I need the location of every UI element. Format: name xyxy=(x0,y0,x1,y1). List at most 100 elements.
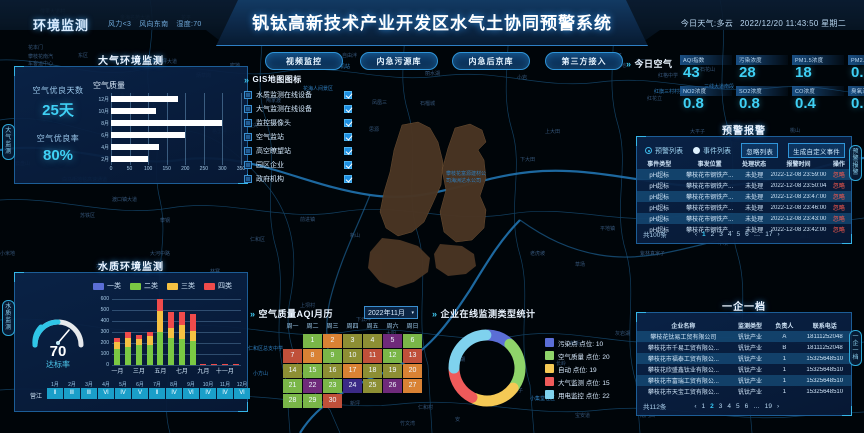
table-row[interactable]: pH超标 攀枝花市钢铁产... 未处理 2022-12-08 23:46:00 忽略 xyxy=(637,202,851,213)
calendar-day-cell[interactable]: 8 xyxy=(303,349,322,363)
page-number[interactable]: 4 xyxy=(727,230,732,238)
table-row[interactable]: pH超标 攀枝花市钢铁产... 未处理 2022-12-08 23:47:00 忽略 xyxy=(637,191,851,202)
grade-cell[interactable]: Ⅲ xyxy=(81,388,97,399)
calendar-day-cell[interactable]: 29 xyxy=(303,394,322,408)
checkbox-icon[interactable] xyxy=(344,161,352,169)
alarm-table[interactable]: 事件类型 事发位置 处理状态 报警时间 操作 pH超标 攀枝花市钢铁产... 未处理 2022-… xyxy=(637,157,851,235)
page-number[interactable]: 1 xyxy=(701,402,706,410)
calendar-day-cell[interactable]: 22 xyxy=(303,379,322,393)
create-custom-event-button[interactable]: 生成自定义事件 xyxy=(788,143,845,158)
table-row[interactable]: 攀枝花市天宝工贸有限公... 钒钛产业 1 15325648510 xyxy=(637,386,851,397)
calendar-day-cell[interactable]: 2 xyxy=(323,334,342,348)
grade-cell[interactable]: Ⅱ xyxy=(149,388,165,399)
ignore-action-link[interactable]: 忽略 xyxy=(832,184,845,190)
donut-legend-item[interactable]: 自动 点位: 19 xyxy=(545,362,610,375)
donut-slice[interactable] xyxy=(448,364,478,403)
grade-cell[interactable]: Ⅳ xyxy=(166,388,182,399)
gis-legend-item-5[interactable]: 园区企业 xyxy=(244,158,352,172)
nav-third-party[interactable]: 第三方接入 xyxy=(545,52,623,70)
calendar-day-cell[interactable]: 30 xyxy=(323,394,342,408)
calendar-day-cell[interactable]: 28 xyxy=(283,394,302,408)
page-number[interactable]: 4 xyxy=(727,402,732,410)
calendar-day-cell[interactable]: 17 xyxy=(343,364,362,378)
gis-legend-item-0[interactable]: 水质监测在线设备 xyxy=(244,88,352,102)
page-number[interactable]: 1 xyxy=(702,230,706,238)
nav-video-monitor[interactable]: 视频监控 xyxy=(265,52,343,70)
calendar-day-cell[interactable]: 5 xyxy=(383,334,402,348)
grade-cell[interactable]: Ⅵ xyxy=(234,388,250,399)
ignore-list-button[interactable]: 忽略列表 xyxy=(741,143,779,158)
calendar-day-cell[interactable]: 23 xyxy=(323,379,342,393)
donut-slice[interactable] xyxy=(448,329,492,374)
table-row[interactable]: 攀枝花欣盛鑫钛业有限公... 钒钛产业 1 15325648510 xyxy=(637,364,851,375)
checkbox-icon[interactable] xyxy=(344,91,352,99)
table-row[interactable]: 攀枝花市富瑞工贸有限公... 钒钛产业 1 15325648510 xyxy=(637,375,851,386)
alarm-pagination[interactable]: 共100条 ‹ 1 2 3 4 5 6 … 17 › xyxy=(643,229,847,240)
gis-legend-item-2[interactable]: 监控摄像头 xyxy=(244,116,352,130)
checkbox-icon[interactable] xyxy=(344,119,352,127)
alarm-tab-event-list[interactable]: 事件列表 xyxy=(693,146,731,156)
ignore-action-link[interactable]: 忽略 xyxy=(832,195,845,201)
page-number[interactable]: 2 xyxy=(710,230,715,238)
nav-emergency-store[interactable]: 内急后京库 xyxy=(452,52,530,70)
page-number[interactable]: … xyxy=(753,402,760,410)
calendar-day-cell[interactable]: 9 xyxy=(323,349,342,363)
calendar-day-cell[interactable]: 16 xyxy=(323,364,342,378)
page-number[interactable]: … xyxy=(753,230,761,238)
ignore-action-link[interactable]: 忽略 xyxy=(832,173,845,179)
page-number[interactable]: 3 xyxy=(719,230,723,238)
archive-pagination[interactable]: 共112条 ‹ 1 2 3 4 5 6 … 19 › xyxy=(643,401,847,412)
prev-page-button[interactable]: ‹ xyxy=(694,402,697,410)
checkbox-icon[interactable] xyxy=(344,105,352,113)
calendar-month-select[interactable]: 2022年11月 ▾ xyxy=(364,306,418,319)
calendar-day-cell[interactable]: 18 xyxy=(363,364,382,378)
calendar-day-cell[interactable]: 11 xyxy=(363,349,382,363)
calendar-day-cell[interactable]: 19 xyxy=(383,364,402,378)
grade-cell[interactable]: Ⅴ xyxy=(132,388,148,399)
table-row[interactable]: 攀枝花市千易工贸有限公... 钒钛产业 B 18111252048 xyxy=(637,342,851,353)
calendar-day-cell[interactable]: 24 xyxy=(343,379,362,393)
table-row[interactable]: 攀枝花市福泰工贸有限公... 钒钛产业 1 15325648510 xyxy=(637,353,851,364)
calendar-day-cell[interactable]: 21 xyxy=(283,379,302,393)
checkbox-icon[interactable] xyxy=(344,175,352,183)
legend-item[interactable]: 二类 xyxy=(130,281,158,291)
legend-item[interactable]: 四类 xyxy=(204,281,232,291)
grade-cell[interactable]: Ⅵ xyxy=(183,388,199,399)
sidebar-item-alarm[interactable]: 预警报警 xyxy=(849,145,862,181)
donut-legend-item[interactable]: 大气监测 点位: 15 xyxy=(545,375,610,388)
sidebar-item-archive[interactable]: 一企一档 xyxy=(849,330,862,366)
page-links[interactable]: ‹ 1 2 3 4 5 6 … 19 › xyxy=(694,403,779,410)
calendar-day-cell[interactable]: 27 xyxy=(403,379,422,393)
ignore-action-link[interactable]: 忽略 xyxy=(832,217,845,223)
donut-slice[interactable] xyxy=(468,382,519,407)
gis-legend-item-3[interactable]: 空气监站 xyxy=(244,130,352,144)
calendar-day-cell[interactable]: 14 xyxy=(283,364,302,378)
grade-cell[interactable]: Ⅳ xyxy=(200,388,216,399)
donut-legend-item[interactable]: 污染点 点位: 10 xyxy=(545,336,610,349)
calendar-day-cell[interactable]: 20 xyxy=(403,364,422,378)
sidebar-item-water-monitor[interactable]: 水质监测 xyxy=(2,300,15,336)
calendar-day-cell[interactable]: 7 xyxy=(283,349,302,363)
table-row[interactable]: 攀枝花钛易工贸有限公司 钒钛产业 A 18111252048 xyxy=(637,331,851,342)
calendar-day-cell[interactable]: 10 xyxy=(343,349,362,363)
page-number[interactable]: 5 xyxy=(736,230,741,238)
next-page-button[interactable]: › xyxy=(777,230,780,238)
page-number[interactable]: 6 xyxy=(744,402,749,410)
table-row[interactable]: pH超标 攀枝花市钢铁产... 未处理 2022-12-08 23:43:00 忽略 xyxy=(637,213,851,224)
page-number[interactable]: 3 xyxy=(718,402,723,410)
grade-cell[interactable]: Ⅲ xyxy=(64,388,80,399)
calendar-day-cell[interactable]: 3 xyxy=(343,334,362,348)
gis-legend-item-1[interactable]: 大气监测在线设备 xyxy=(244,102,352,116)
calendar-day-cell[interactable]: 26 xyxy=(383,379,402,393)
table-row[interactable]: pH超标 攀枝花市钢铁产... 未处理 2022-12-08 23:59:00 忽略 xyxy=(637,169,851,180)
calendar-day-cell[interactable]: 4 xyxy=(363,334,382,348)
calendar-day-cell[interactable]: 12 xyxy=(383,349,402,363)
calendar-days-grid[interactable]: 1 2 3 4 5 6 7 8 9 10 11 12 13 14 15 16 17 18 19 20 21 22 23 24 2… xyxy=(283,334,422,408)
calendar-day-cell[interactable]: 1 xyxy=(303,334,322,348)
page-number[interactable]: 17 xyxy=(765,230,773,238)
donut-legend-item[interactable]: 用电监控 点位: 22 xyxy=(545,388,610,401)
grade-cell[interactable]: Ⅳ xyxy=(217,388,233,399)
donut-chart[interactable] xyxy=(441,322,533,419)
calendar-day-cell[interactable]: 6 xyxy=(403,334,422,348)
donut-legend-item[interactable]: 空气质量 点位: 20 xyxy=(545,349,610,362)
